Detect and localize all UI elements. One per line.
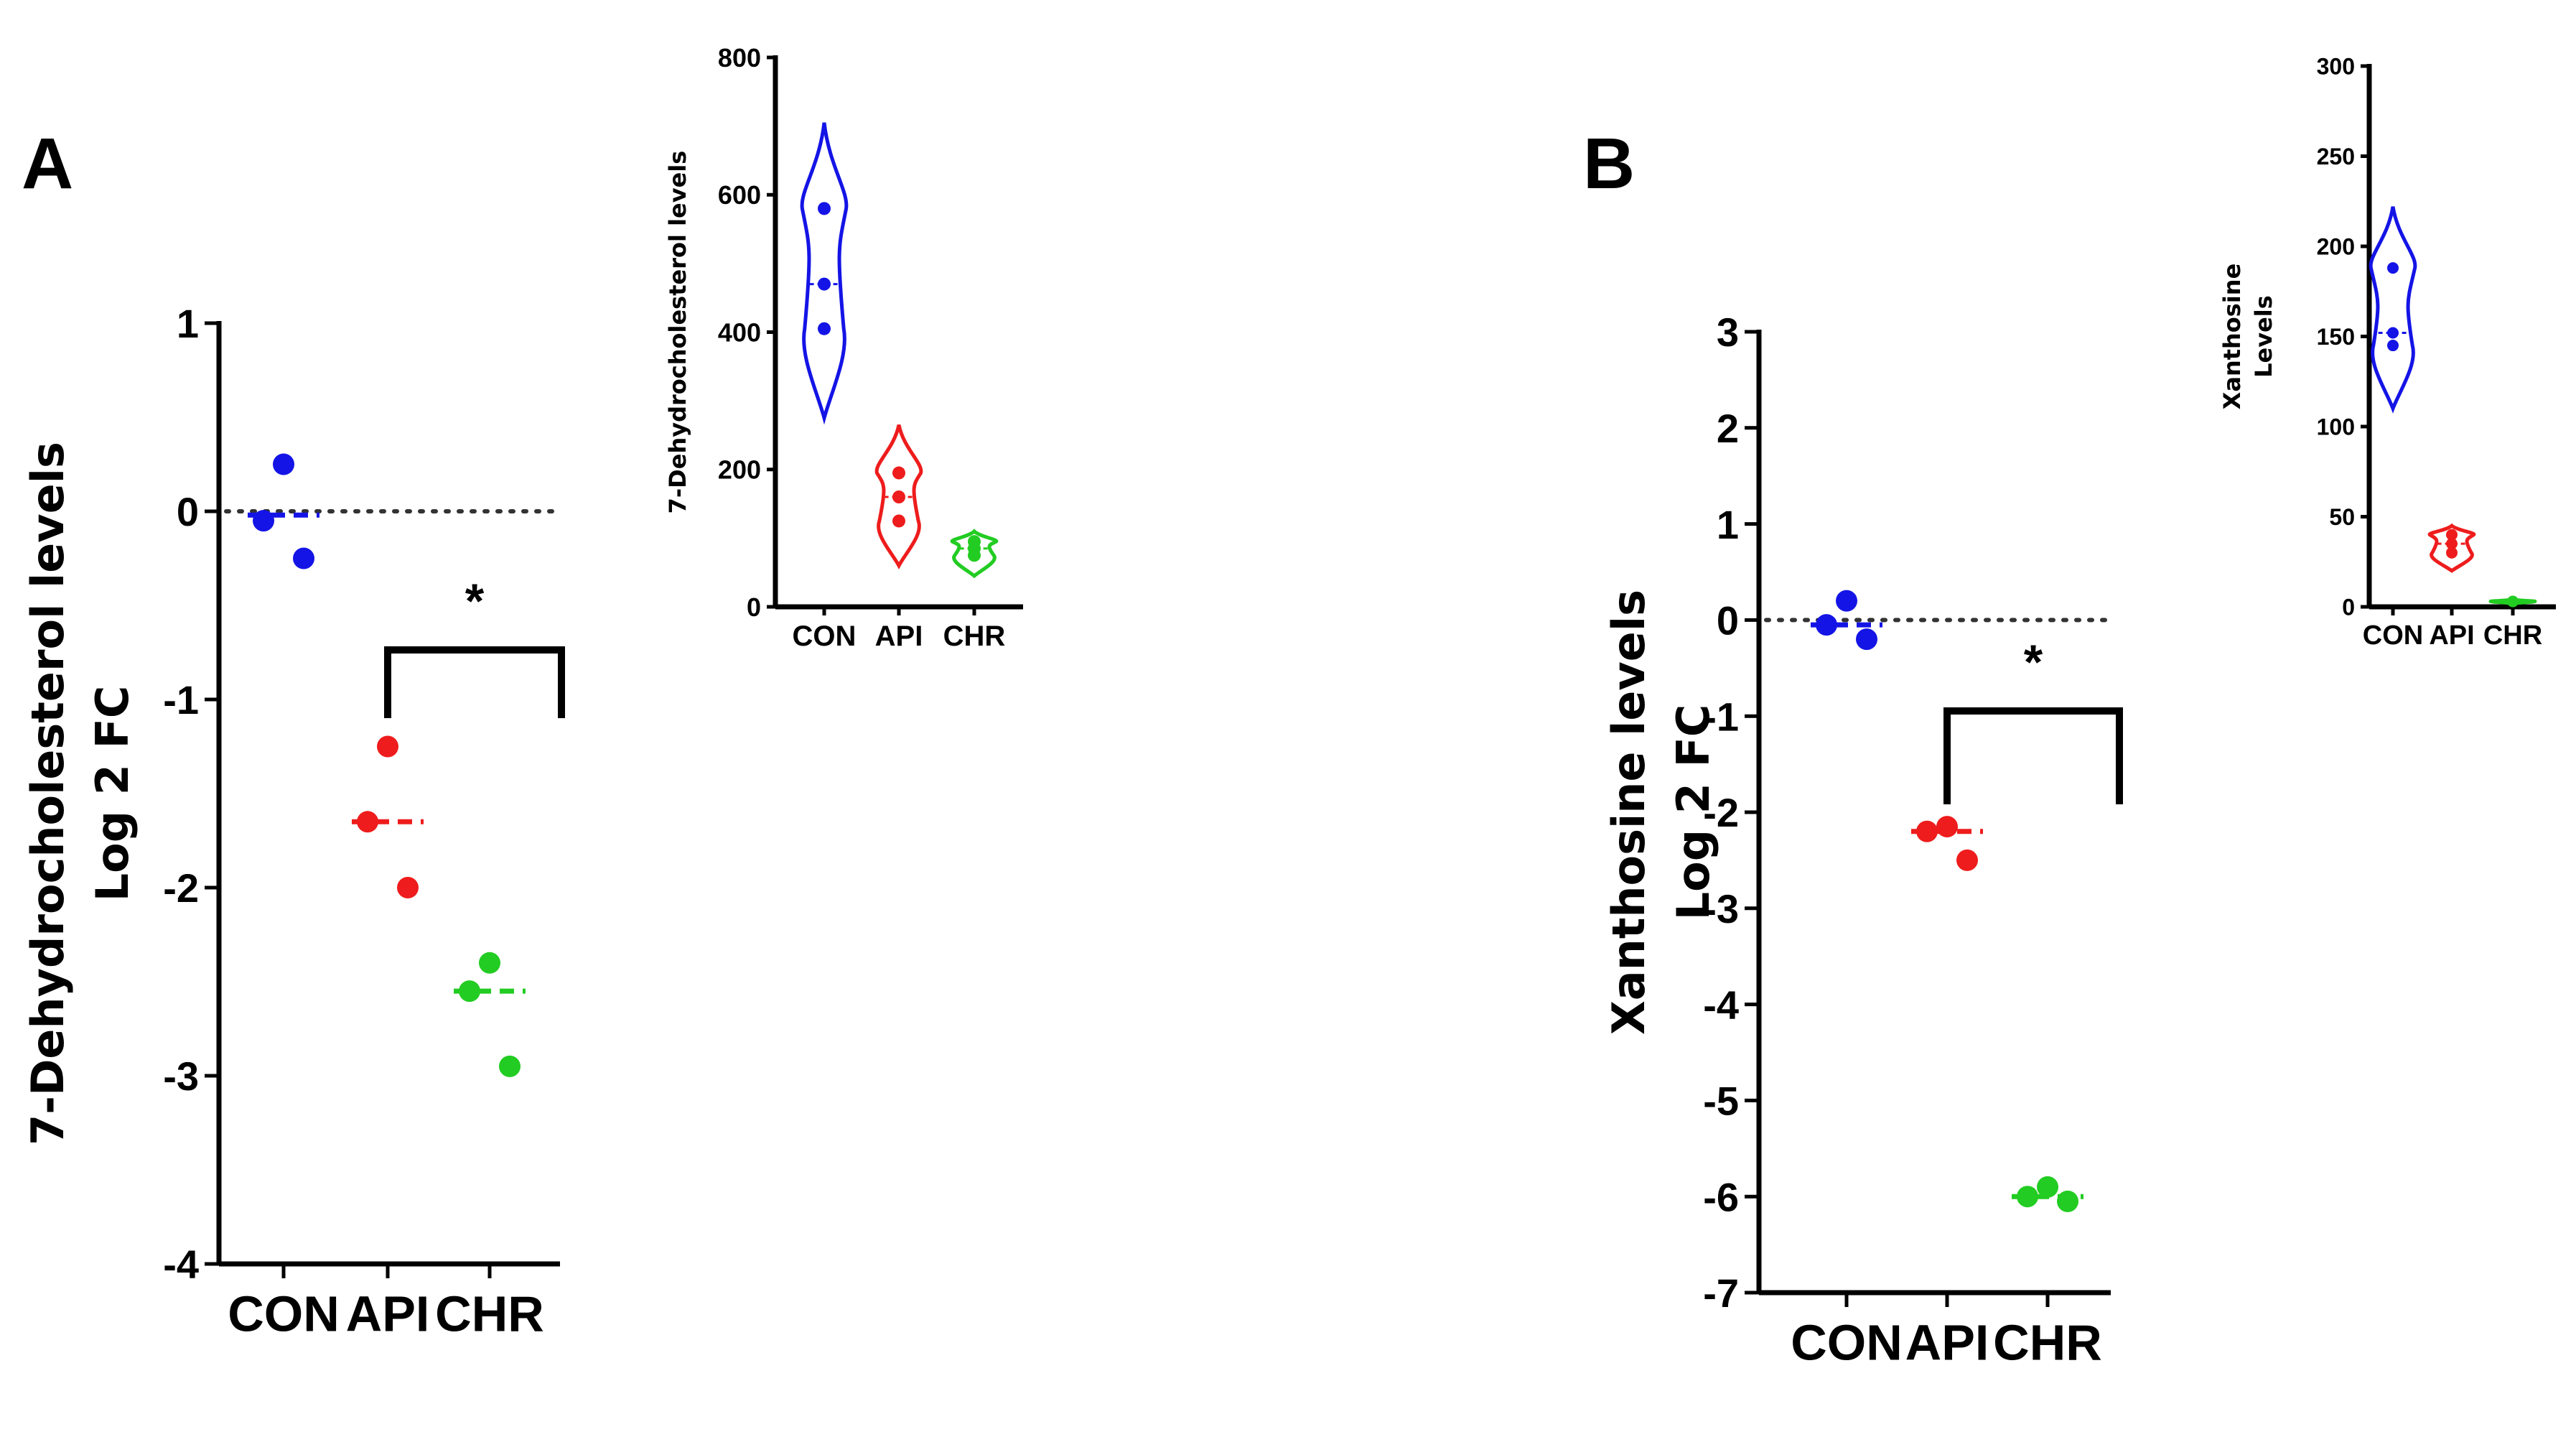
- chart-a-inset-violin: 800 600 400 200 0 CON API CHR 7-Dehydrocholester…: [664, 43, 1023, 652]
- y-tick-label: -2: [163, 865, 199, 911]
- x-tick-label-api: API: [875, 620, 923, 652]
- data-point-api: [357, 811, 378, 833]
- x-tick-label-chr: CHR: [1993, 1315, 2102, 1371]
- data-point-con: [1836, 590, 1857, 612]
- data-point-api: [1936, 816, 1958, 838]
- y-tick-label: 400: [718, 317, 761, 347]
- violin-point-api: [892, 466, 905, 480]
- data-point-chr: [479, 952, 500, 974]
- y-tick-label: 1: [1717, 502, 1739, 547]
- y-tick-label: 2: [1717, 406, 1739, 451]
- violin-point-con: [2387, 327, 2399, 339]
- y-tick-label: 150: [2317, 324, 2355, 350]
- y-axis-subtitle: Levels: [2250, 295, 2277, 378]
- violin-point-api: [892, 490, 905, 503]
- x-tick-label-con: CON: [228, 1286, 340, 1342]
- chart-b-inset-violin: 300 250 200 150 100 50 0 CON API CHR Xanthosine Lev…: [2218, 54, 2556, 651]
- data-point-api: [397, 877, 419, 898]
- significance-star: *: [2024, 635, 2043, 689]
- data-point-api: [377, 735, 398, 758]
- violin-point-api: [2446, 538, 2458, 550]
- y-axis-title: Xanthosine: [2218, 264, 2246, 410]
- data-point-con: [1856, 628, 1877, 651]
- data-point-chr: [2057, 1190, 2078, 1212]
- x-tick-label-con: CON: [1791, 1315, 1903, 1371]
- x-tick-label-con: CON: [793, 620, 857, 652]
- y-axis-title: Xanthosine levels: [1602, 590, 1655, 1035]
- y-axis-subtitle: Log 2 FC: [1667, 704, 1719, 921]
- violin-point-api: [2446, 529, 2458, 541]
- y-tick-label: 800: [718, 43, 761, 73]
- significance-bracket: [1943, 707, 2123, 804]
- x-tick-label-chr: CHR: [2483, 620, 2542, 651]
- data-point-chr: [459, 980, 480, 1003]
- y-axis-subtitle: Log 2 FC: [86, 686, 139, 902]
- violin-point-api: [892, 514, 905, 528]
- y-tick-label: 300: [2317, 54, 2355, 80]
- violin-api: [874, 424, 923, 569]
- y-tick-label: 0: [747, 592, 761, 622]
- y-tick-label: -1: [1703, 694, 1739, 739]
- violin-con: [800, 122, 849, 425]
- data-point-con: [273, 453, 294, 475]
- panel-letter-b: B: [1583, 124, 1635, 204]
- data-point-api: [1956, 849, 1978, 871]
- data-point-chr: [2037, 1176, 2058, 1198]
- y-tick-label: -2: [1703, 790, 1739, 835]
- y-tick-label: -4: [1703, 982, 1739, 1028]
- chart-b-log2fc: 3 2 1 0 -1 -2 -3 -4 -5 -6 -7 CON API CHR Xanthosine le…: [1602, 310, 2123, 1371]
- x-tick-label-chr: CHR: [435, 1286, 544, 1342]
- violin-point-con: [2387, 262, 2399, 274]
- violin-chr: [950, 529, 999, 579]
- y-tick-label: 3: [1717, 310, 1739, 355]
- y-tick-label: 250: [2317, 144, 2355, 169]
- significance-bracket: [384, 646, 565, 718]
- data-point-chr: [499, 1055, 521, 1077]
- violin-point-chr: [2507, 595, 2519, 608]
- y-tick-label: -5: [1703, 1079, 1739, 1124]
- y-tick-label: -4: [163, 1242, 199, 1287]
- violin-point-chr: [968, 549, 981, 562]
- violin-point-con: [818, 277, 831, 291]
- violin-point-con: [2387, 340, 2399, 352]
- data-point-chr: [2017, 1186, 2038, 1208]
- y-tick-label: -3: [1703, 886, 1739, 931]
- data-point-api: [1916, 820, 1938, 842]
- violin-con: [2369, 206, 2417, 414]
- y-axis-title: 7-Dehydrocholesterol levels: [664, 151, 691, 514]
- panel-letter-a: A: [22, 124, 73, 204]
- significance-star: *: [465, 574, 485, 628]
- y-tick-label: 0: [1717, 598, 1739, 643]
- y-tick-label: 50: [2329, 504, 2355, 530]
- y-tick-label: 0: [2342, 595, 2355, 620]
- y-tick-label: -7: [1703, 1270, 1739, 1316]
- data-point-con: [253, 510, 274, 532]
- y-tick-label: 0: [177, 489, 199, 534]
- y-tick-label: 1: [177, 301, 199, 346]
- chart-a-log2fc: 1 0 -1 -2 -3 -4 CON API CHR 7-Dehydrocholesterol …: [22, 301, 565, 1342]
- y-tick-label: 200: [2317, 234, 2355, 260]
- violin-point-con: [818, 202, 831, 215]
- y-tick-label: -1: [163, 677, 199, 722]
- y-tick-label: -6: [1703, 1174, 1739, 1219]
- x-tick-label-api: API: [2429, 620, 2474, 651]
- x-tick-label-api: API: [1905, 1315, 1989, 1371]
- y-tick-label: 200: [718, 455, 761, 485]
- violin-api: [2427, 523, 2476, 573]
- x-tick-label-con: CON: [2363, 620, 2423, 651]
- x-tick-label-api: API: [346, 1286, 430, 1342]
- data-point-con: [293, 547, 314, 569]
- x-tick-label-chr: CHR: [943, 620, 1006, 652]
- y-axis-title: 7-Dehydrocholesterol levels: [22, 442, 74, 1145]
- y-tick-label: 100: [2317, 414, 2355, 440]
- data-point-con: [1816, 614, 1837, 636]
- violin-point-api: [2446, 547, 2458, 559]
- violin-point-con: [818, 322, 831, 335]
- y-tick-label: 600: [718, 180, 761, 210]
- y-tick-label: -3: [163, 1054, 199, 1099]
